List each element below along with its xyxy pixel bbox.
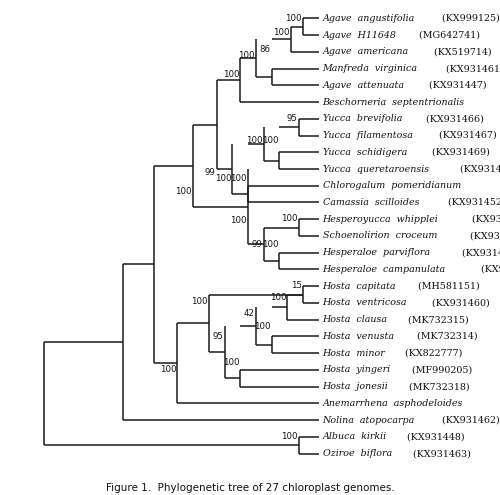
Text: 15: 15 xyxy=(290,281,302,291)
Text: (KX931456): (KX931456) xyxy=(478,265,500,274)
Text: 100: 100 xyxy=(262,136,278,145)
Text: Agave  angustifolia: Agave angustifolia xyxy=(322,14,415,23)
Text: Agave  americana: Agave americana xyxy=(322,48,408,56)
Text: (KX931459): (KX931459) xyxy=(469,215,500,224)
Text: (MH581151): (MH581151) xyxy=(416,282,480,291)
Text: (KX822777): (KX822777) xyxy=(402,348,462,358)
Text: Schoenolirion  croceum: Schoenolirion croceum xyxy=(322,232,437,241)
Text: Albuca  kirkii: Albuca kirkii xyxy=(322,432,386,442)
Text: 99: 99 xyxy=(252,241,262,249)
Text: (MK732315): (MK732315) xyxy=(404,315,468,324)
Text: 100: 100 xyxy=(246,136,262,145)
Text: Yucca  schidigera: Yucca schidigera xyxy=(322,148,407,157)
Text: 100: 100 xyxy=(230,216,247,225)
Text: (KX931460): (KX931460) xyxy=(430,298,490,307)
Text: Hosta  capitata: Hosta capitata xyxy=(322,282,396,291)
Text: (KX931466): (KX931466) xyxy=(423,114,484,123)
Text: Hesperaloe  parviflora: Hesperaloe parviflora xyxy=(322,248,430,257)
Text: (KX931468): (KX931468) xyxy=(456,164,500,174)
Text: Yucca  brevifolia: Yucca brevifolia xyxy=(322,114,402,123)
Text: 100: 100 xyxy=(270,293,286,302)
Text: 86: 86 xyxy=(260,46,270,54)
Text: (KX931461): (KX931461) xyxy=(442,64,500,73)
Text: (KX931447): (KX931447) xyxy=(426,81,487,90)
Text: 100: 100 xyxy=(222,70,239,79)
Text: Agave  attenuata: Agave attenuata xyxy=(322,81,404,90)
Text: Agave  H11648: Agave H11648 xyxy=(322,31,396,40)
Text: Camassia  scilloides: Camassia scilloides xyxy=(322,198,419,207)
Text: 100: 100 xyxy=(191,297,208,306)
Text: Hesperoyucca  whipplei: Hesperoyucca whipplei xyxy=(322,215,438,224)
Text: (KX931465): (KX931465) xyxy=(467,232,500,241)
Text: (KX931467): (KX931467) xyxy=(436,131,497,140)
Text: 100: 100 xyxy=(238,51,254,60)
Text: 95: 95 xyxy=(212,332,224,341)
Text: 100: 100 xyxy=(285,13,302,23)
Text: 100: 100 xyxy=(274,28,290,37)
Text: 100: 100 xyxy=(262,241,278,249)
Text: 95: 95 xyxy=(287,114,298,123)
Text: Figure 1.  Phylogenetic tree of 27 chloroplast genomes.: Figure 1. Phylogenetic tree of 27 chloro… xyxy=(106,483,395,493)
Text: 100: 100 xyxy=(254,322,270,331)
Text: 100: 100 xyxy=(230,174,247,183)
Text: Oziroe  biflora: Oziroe biflora xyxy=(322,449,392,458)
Text: 100: 100 xyxy=(214,174,231,183)
Text: Anemarrhena  asphodeloides: Anemarrhena asphodeloides xyxy=(322,399,463,408)
Text: 100: 100 xyxy=(222,357,239,366)
Text: 100: 100 xyxy=(282,432,298,441)
Text: (KX931469): (KX931469) xyxy=(429,148,490,157)
Text: (KX931448): (KX931448) xyxy=(404,432,464,442)
Text: (KX931452): (KX931452) xyxy=(444,198,500,207)
Text: Hesperaloe  campanulata: Hesperaloe campanulata xyxy=(322,265,446,274)
Text: 100: 100 xyxy=(282,214,298,223)
Text: (KX931463): (KX931463) xyxy=(410,449,471,458)
Text: (KX931457): (KX931457) xyxy=(459,248,500,257)
Text: (MG642741): (MG642741) xyxy=(416,31,480,40)
Text: 100: 100 xyxy=(160,365,176,374)
Text: (KX931462): (KX931462) xyxy=(439,416,500,425)
Text: (KX999125): (KX999125) xyxy=(439,14,500,23)
Text: 99: 99 xyxy=(205,168,216,177)
Text: Manfreda  virginica: Manfreda virginica xyxy=(322,64,418,73)
Text: (KX931453): (KX931453) xyxy=(498,181,500,190)
Text: Hosta  yingeri: Hosta yingeri xyxy=(322,365,390,374)
Text: Hosta  venusta: Hosta venusta xyxy=(322,332,394,341)
Text: Chlorogalum  pomeridianum: Chlorogalum pomeridianum xyxy=(322,181,461,190)
Text: (MF990205): (MF990205) xyxy=(408,365,472,374)
Text: Hosta  minor: Hosta minor xyxy=(322,348,386,358)
Text: Yucca  queretaroensis: Yucca queretaroensis xyxy=(322,164,428,174)
Text: Beschorneria  septentrionalis: Beschorneria septentrionalis xyxy=(322,98,464,106)
Text: Hosta  clausa: Hosta clausa xyxy=(322,315,388,324)
Text: 100: 100 xyxy=(176,187,192,196)
Text: Hosta  ventricosa: Hosta ventricosa xyxy=(322,298,407,307)
Text: Hosta  jonesii: Hosta jonesii xyxy=(322,382,388,391)
Text: (MK732314): (MK732314) xyxy=(414,332,477,341)
Text: (KX519714): (KX519714) xyxy=(432,48,492,56)
Text: Nolina  atopocarpa: Nolina atopocarpa xyxy=(322,416,415,425)
Text: 42: 42 xyxy=(244,309,254,318)
Text: (MK732318): (MK732318) xyxy=(406,382,469,391)
Text: Yucca  filamentosa: Yucca filamentosa xyxy=(322,131,412,140)
